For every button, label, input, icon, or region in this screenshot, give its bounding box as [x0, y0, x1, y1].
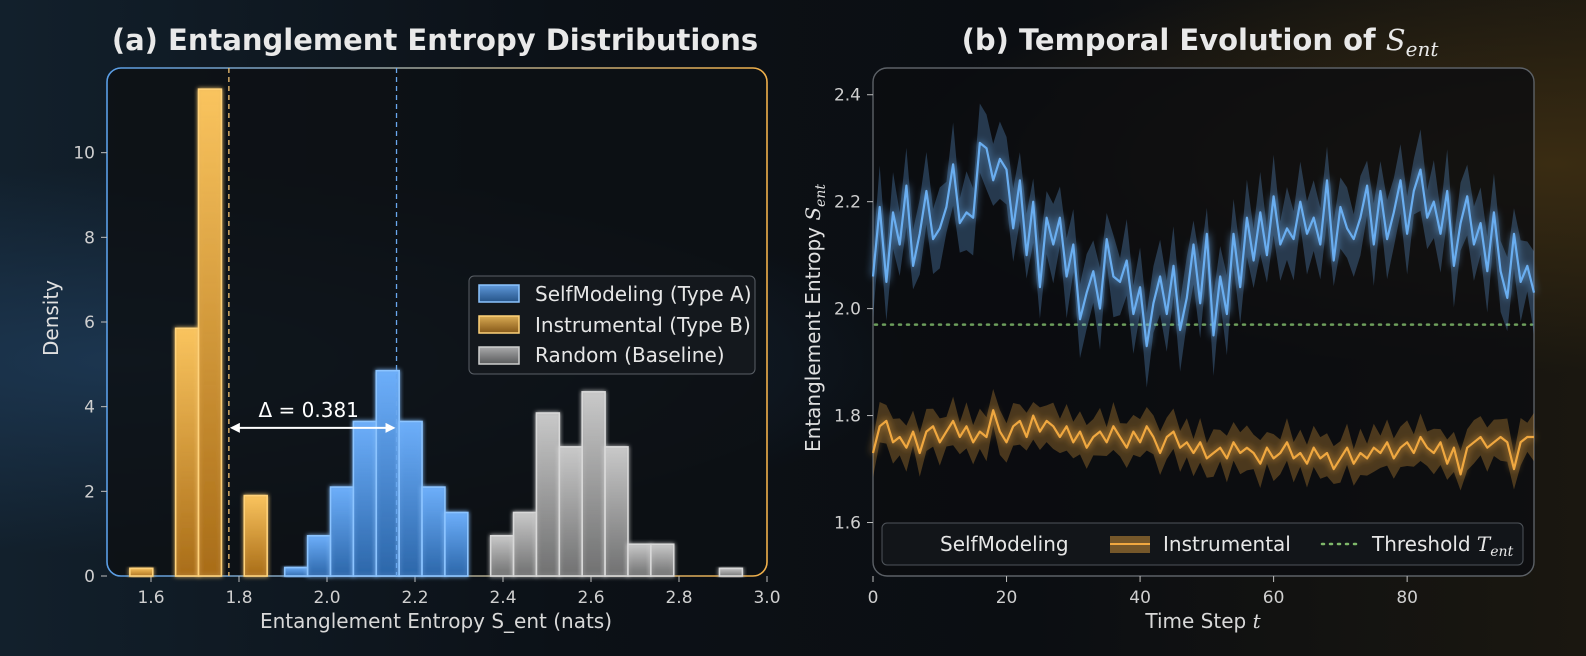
panel-b-xlabel: Time Step t [1144, 609, 1261, 633]
panel-b-legend-box [881, 522, 1524, 566]
line-instrumental [871, 409, 1534, 476]
panel-a-overlay: Δ = 0.381 [228, 68, 398, 576]
panel-b-ytick-label-0: 1.6 [834, 514, 861, 534]
legend-b-label-threshold-math: T [1477, 532, 1492, 556]
legend-b-label-threshold: Threshold Tent [1371, 532, 1514, 560]
delta-annotation: Δ = 0.381 [258, 398, 358, 422]
panel-a-legend-box [468, 275, 756, 375]
bar-selfmodeling-1 [306, 534, 332, 577]
bar-selfmodeling-0 [283, 566, 309, 577]
panel-b-legend: SelfModeling Instrumental Threshold Tent [881, 522, 1524, 566]
panel-b-title-text: (b) Temporal Evolution of [962, 23, 1386, 57]
legend-label-random: Random (Baseline) [535, 343, 725, 367]
panel-a-ytick-label-4: 8 [84, 228, 95, 248]
panel-b-xlabel-math: t [1253, 609, 1262, 633]
panel-a-ytick-label-5: 10 [73, 144, 95, 164]
panel-b-title: (b) Temporal Evolution of Sent [962, 23, 1440, 61]
panel-b-ylabel-math: S [801, 207, 825, 221]
bar-random-5 [604, 446, 629, 577]
bar-selfmodeling-3 [352, 420, 378, 577]
panel-b-xtick-label-1: 20 [996, 588, 1018, 608]
panel-b-ytick-label-2: 2.0 [834, 300, 861, 320]
bar-selfmodeling-5 [398, 420, 423, 577]
panel-a-xtick-label-2: 2.0 [313, 588, 340, 608]
bar-random-8 [718, 567, 744, 577]
legend-label-selfmodeling: SelfModeling (Type A) [535, 282, 752, 306]
bar-selfmodeling-6 [421, 486, 446, 577]
panel-a-xtick-label-5: 2.6 [577, 588, 604, 608]
panel-a-xtick-label-4: 2.4 [489, 588, 516, 608]
panel-a-xlabel: Entanglement Entropy S_ent (nats) [260, 609, 612, 633]
bar-instrumental-0 [129, 567, 154, 577]
panel-a: (a) Entanglement Entropy Distributions 1… [39, 23, 781, 633]
panel-b-xlabel-text: Time Step [1144, 609, 1252, 633]
legend-swatch-instrumental [478, 315, 520, 334]
panel-b-ylabel-text: Entanglement Entropy [801, 221, 825, 452]
panel-a-xtick-label-1: 1.8 [225, 588, 252, 608]
bar-random-4 [581, 391, 606, 577]
bar-selfmodeling-7 [444, 511, 469, 577]
panel-b-xtick-label-2: 40 [1129, 588, 1151, 608]
bar-random-0 [489, 534, 515, 577]
legend-b-label-threshold-sub: ent [1490, 544, 1513, 560]
panel-b-axes: 0 20 40 60 80 1.6 1.8 2.0 2.2 2.4 [834, 86, 1418, 608]
panel-a-xtick-label-3: 2.2 [401, 588, 428, 608]
panel-a-title: (a) Entanglement Entropy Distributions [112, 23, 758, 57]
band-instrumental [873, 388, 1534, 491]
legend-swatch-random [478, 346, 520, 365]
panel-b-xtick-label-4: 80 [1396, 588, 1418, 608]
bar-random-1 [512, 511, 538, 577]
legend-b-label-threshold-text: Threshold [1371, 532, 1477, 556]
panel-a-axes: 1.6 1.8 2.0 2.2 2.4 2.6 2.8 3.0 0 2 4 6 8 10 [73, 144, 780, 608]
panel-b-ylabel-math-sub: ent [813, 184, 829, 207]
panel-a-bars [129, 88, 744, 577]
panel-a-xtick-label-6: 2.8 [665, 588, 692, 608]
legend-b-label-selfmodeling: SelfModeling [940, 532, 1069, 556]
panel-b-xtick-label-0: 0 [868, 588, 879, 608]
panel-b-ytick-label-1: 1.8 [834, 407, 861, 427]
panel-a-ylabel: Density [39, 280, 63, 356]
panel-b-ytick-label-3: 2.2 [834, 193, 861, 213]
panel-b-ylabel: Entanglement Entropy Sent [801, 184, 829, 452]
band-selfmodeling [873, 103, 1534, 388]
bar-random-2 [535, 412, 561, 577]
panel-b-lines [871, 103, 1536, 491]
panel-b-ytick-label-4: 2.4 [834, 86, 861, 106]
panel-b-title-math-sub: ent [1406, 37, 1440, 61]
bar-selfmodeling-2 [329, 486, 355, 577]
panel-a-ytick-label-1: 2 [84, 482, 95, 502]
legend-b-label-instrumental: Instrumental [1163, 532, 1291, 556]
legend-swatch-selfmodeling [478, 284, 520, 303]
line-selfmodeling [871, 141, 1536, 348]
bar-instrumental-4 [243, 494, 268, 577]
panel-a-xtick-label-0: 1.6 [137, 588, 164, 608]
panel-b-title-math: S [1386, 23, 1406, 57]
panel-b: (b) Temporal Evolution of Sent 0 20 40 60 80… [801, 23, 1536, 633]
panel-b-frame [872, 67, 1535, 577]
panel-a-ytick-label-0: 0 [84, 567, 95, 587]
bar-random-6 [627, 543, 652, 577]
panel-a-legend: SelfModeling (Type A) Instrumental (Type… [468, 275, 756, 375]
bar-instrumental-2 [197, 88, 223, 577]
bar-random-3 [558, 446, 584, 577]
bar-instrumental-1 [174, 327, 200, 577]
panel-b-xtick-label-3: 60 [1263, 588, 1285, 608]
panel-a-ytick-label-2: 4 [84, 398, 95, 418]
panel-a-ytick-label-3: 6 [84, 313, 95, 333]
bar-random-7 [650, 543, 675, 577]
legend-label-instrumental: Instrumental (Type B) [535, 313, 751, 337]
bar-selfmodeling-4 [375, 369, 400, 577]
panel-a-xtick-label-7: 3.0 [753, 588, 780, 608]
